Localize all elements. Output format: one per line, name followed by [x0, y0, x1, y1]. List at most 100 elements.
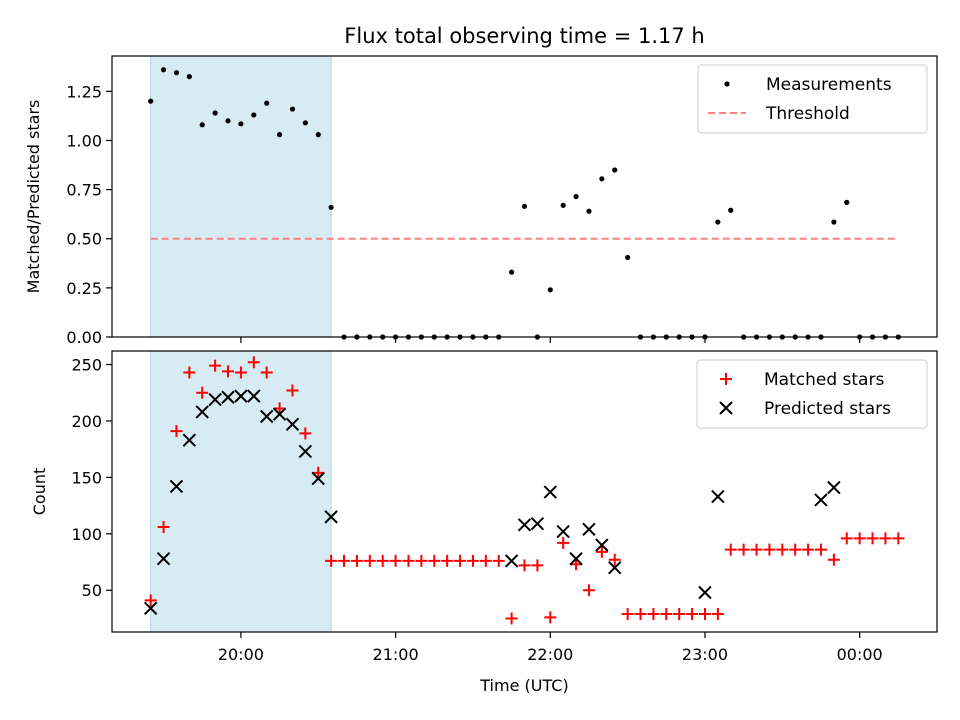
matched-star-point — [660, 607, 673, 620]
matched-star-point — [570, 558, 583, 571]
predicted-star-point — [311, 471, 325, 486]
matched-star-point — [479, 554, 492, 567]
top-legend: Measurements Threshold — [697, 64, 928, 134]
measurement-point — [264, 100, 270, 106]
y-tick-label: 100 — [71, 525, 102, 544]
matched-star-point — [724, 543, 737, 556]
matched-star-point — [157, 521, 170, 534]
matched-star-point — [853, 532, 866, 545]
matched-star-point — [840, 532, 853, 545]
legend-matched-label: Matched stars — [764, 370, 884, 390]
matched-star-point — [892, 532, 905, 545]
predicted-star-point — [156, 551, 171, 566]
matched-star-point — [402, 554, 415, 567]
legend-predicted-marker — [719, 401, 733, 415]
predicted-star-point — [608, 560, 622, 575]
matched-star-point — [827, 553, 840, 566]
measurement-point — [573, 193, 579, 200]
top-y-axis-ticks: 0.00 0.25 0.50 0.75 1.00 1.25 — [66, 82, 112, 347]
matched-star-point — [776, 543, 789, 556]
predicted-star-point — [234, 389, 248, 403]
legend-measurements-label: Measurements — [766, 75, 892, 95]
legend-matched-marker — [720, 373, 732, 385]
predicted-star-point — [208, 392, 222, 407]
predicted-star-point — [814, 493, 828, 507]
matched-star-point — [454, 554, 467, 567]
predicted-star-point — [143, 601, 158, 616]
top-y-axis-label: Matched/Predicted stars — [24, 100, 43, 294]
y-tick-label: 0.75 — [66, 181, 102, 200]
matched-star-point — [312, 466, 325, 479]
top-axes-frame — [111, 55, 938, 338]
legend-predicted-label: Predicted stars — [764, 399, 891, 419]
measurement-point — [199, 122, 205, 128]
matched-star-point — [634, 607, 647, 620]
predicted-star-point — [169, 479, 184, 494]
matched-star-point — [286, 384, 299, 397]
top-panel: 0.00 0.25 0.50 0.75 1.00 1.25 Flux total obse… — [24, 24, 938, 347]
predicted-star-point — [517, 518, 532, 532]
measurement-point — [186, 74, 192, 80]
matched-star-point — [737, 543, 750, 556]
top-x-axis-ticks — [240, 337, 861, 343]
matched-star-point — [544, 611, 557, 624]
y-tick-label: 50 — [82, 581, 102, 600]
top-shaded-region — [150, 55, 332, 338]
matched-star-point — [376, 554, 389, 567]
matched-star-point — [170, 425, 183, 438]
y-tick-label: 250 — [71, 356, 102, 375]
matched-star-point — [763, 543, 776, 556]
matched-star-point — [209, 359, 222, 372]
matched-star-point — [183, 366, 196, 379]
matched-star-point — [814, 543, 827, 556]
matched-star-point — [802, 543, 815, 556]
measurement-point — [715, 219, 721, 225]
matched-star-point — [608, 553, 621, 566]
bottom-matched-points — [144, 356, 905, 625]
chart-title: Flux total observing time = 1.17 h — [344, 24, 704, 48]
predicted-star-point — [504, 554, 519, 568]
measurement-point — [728, 207, 734, 213]
matched-star-point — [698, 607, 711, 620]
matched-star-point — [531, 559, 544, 572]
bottom-shaded-region — [150, 350, 332, 633]
predicted-star-point — [595, 538, 609, 552]
matched-star-point — [260, 366, 273, 379]
legend-measurements-marker — [724, 81, 730, 87]
measurement-point — [238, 121, 244, 127]
measurement-point — [251, 112, 257, 118]
measurement-point — [276, 132, 283, 138]
y-tick-label: 0.25 — [66, 279, 102, 298]
predicted-star-point — [569, 551, 583, 566]
predicted-star-point — [298, 444, 313, 459]
bottom-axes-frame — [111, 350, 938, 633]
matched-star-point — [273, 402, 286, 415]
predicted-star-point — [543, 485, 557, 499]
bottom-panel: 50 100 150 200 250 20:00 21:00 22:00 23:00 00:00… — [30, 350, 938, 695]
bottom-legend-box — [696, 359, 928, 429]
x-tick-label: 20:00 — [218, 645, 264, 664]
measurement-point — [315, 132, 321, 138]
predicted-star-point — [195, 405, 209, 419]
matched-star-point — [363, 554, 376, 567]
x-tick-label: 23:00 — [682, 645, 728, 664]
predicted-star-point — [698, 585, 712, 600]
measurement-point — [625, 254, 631, 261]
matched-star-point — [750, 543, 763, 556]
measurement-point — [173, 70, 180, 76]
y-tick-label: 200 — [71, 412, 102, 431]
matched-star-point — [247, 356, 260, 369]
y-tick-label: 1.00 — [66, 131, 102, 150]
measurement-point — [509, 269, 515, 275]
measurement-point — [586, 208, 592, 214]
measurement-point — [831, 219, 837, 225]
matched-star-point — [647, 607, 660, 620]
matched-star-point — [428, 554, 441, 567]
matched-star-point — [325, 554, 338, 567]
y-tick-label: 0.00 — [66, 328, 102, 347]
bottom-y-axis-label: Count — [30, 468, 49, 516]
top-legend-box — [697, 64, 928, 134]
matched-star-point — [686, 607, 699, 620]
measurement-point — [148, 98, 154, 104]
